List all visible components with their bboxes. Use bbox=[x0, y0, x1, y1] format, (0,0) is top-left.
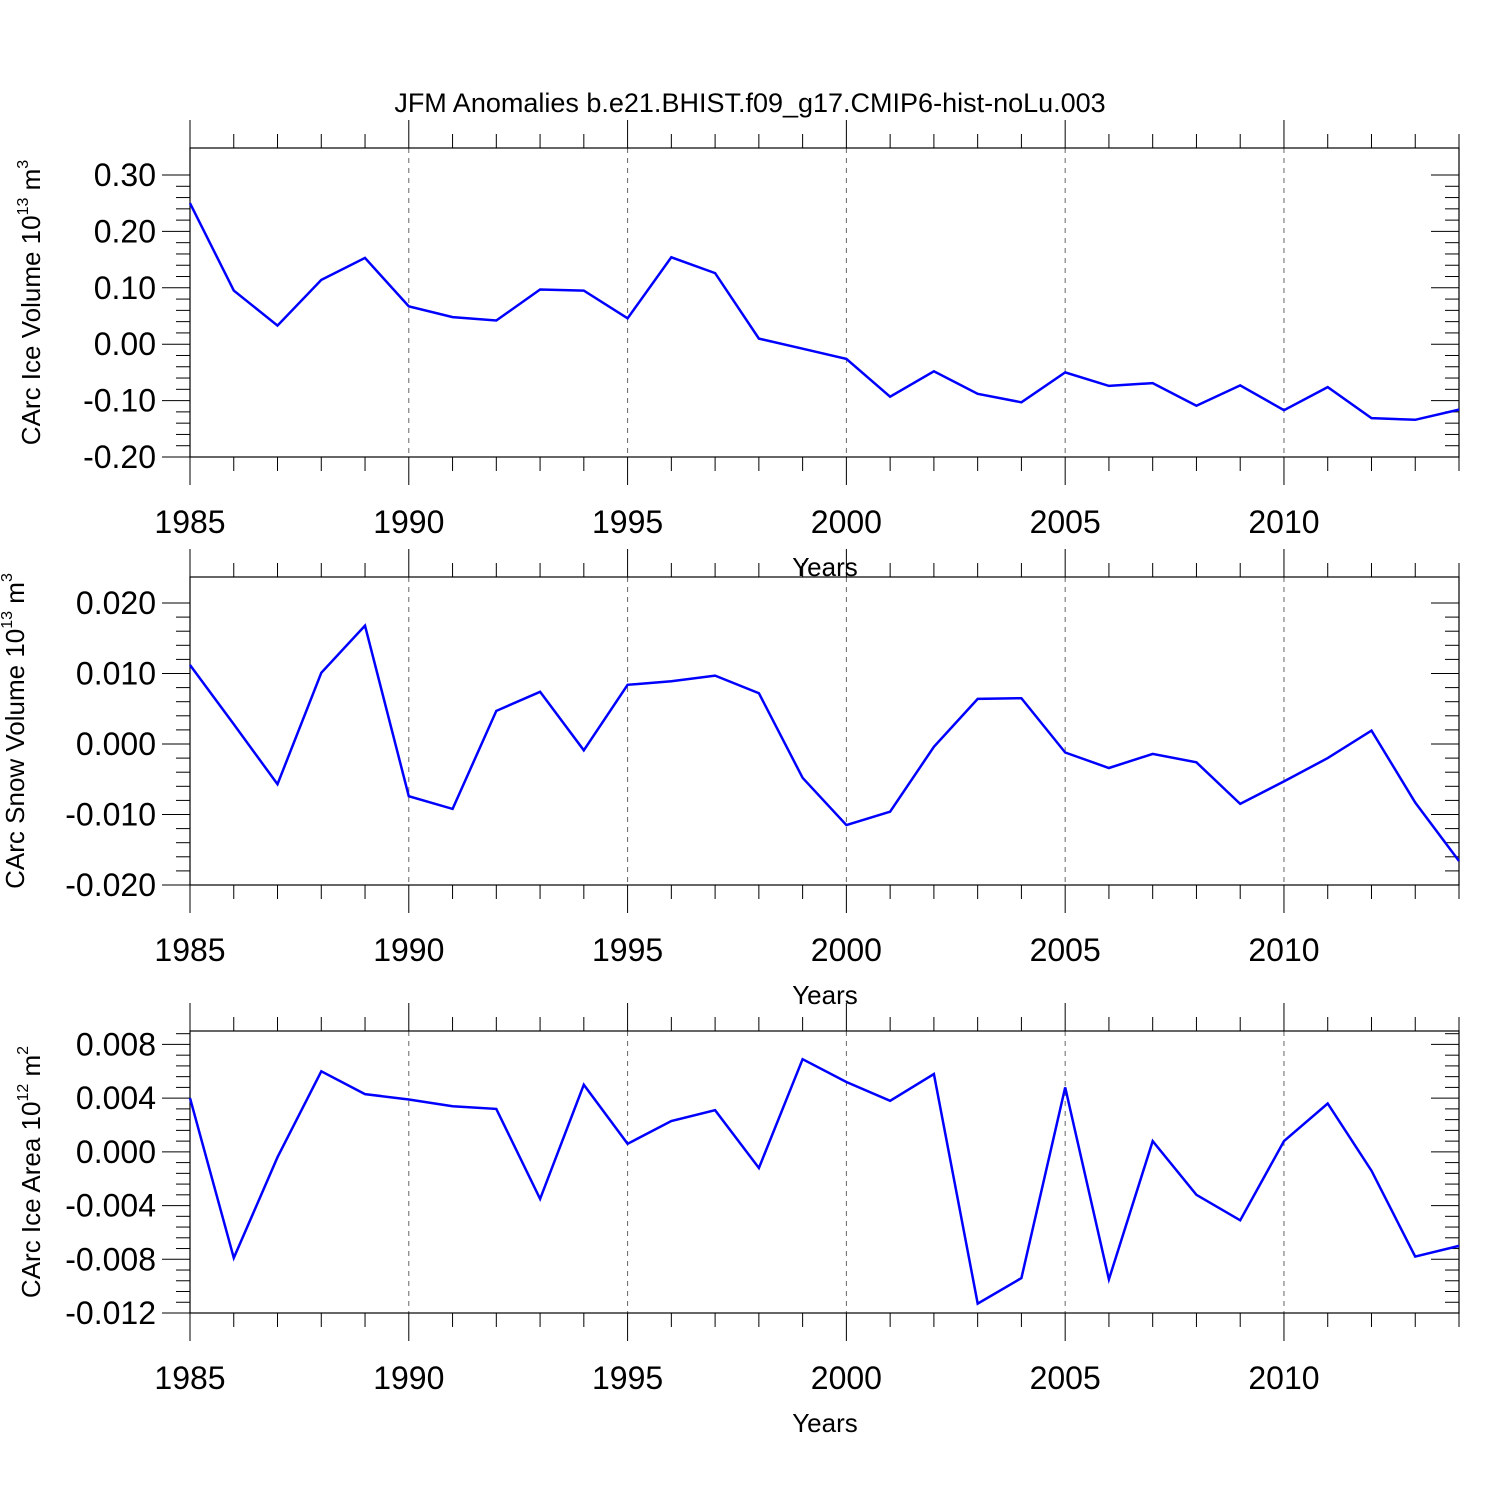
xtick-label: 2005 bbox=[1030, 932, 1101, 968]
x-axis-label: Years bbox=[792, 1408, 858, 1438]
ytick-label: 0.004 bbox=[76, 1080, 156, 1116]
ytick-label: -0.010 bbox=[65, 797, 156, 833]
ytick-label: -0.20 bbox=[83, 439, 156, 475]
ytick-label: 0.020 bbox=[76, 585, 156, 621]
xtick-label: 1985 bbox=[154, 932, 225, 968]
chart-title: JFM Anomalies b.e21.BHIST.f09_g17.CMIP6-… bbox=[394, 88, 1105, 118]
xtick-label: 2000 bbox=[811, 1360, 882, 1396]
xtick-label: 2010 bbox=[1248, 1360, 1319, 1396]
ytick-label: 0.20 bbox=[94, 213, 156, 249]
xtick-label: 1995 bbox=[592, 504, 663, 540]
ytick-label: 0.010 bbox=[76, 656, 156, 692]
ytick-label: -0.10 bbox=[83, 383, 156, 419]
xtick-label: 1990 bbox=[373, 1360, 444, 1396]
series-line bbox=[188, 623, 1461, 862]
panel-1: -0.20 -0.10 0.00 0.10 0.20 0.30 1985 1990 1995 20… bbox=[15, 120, 1460, 582]
y-axis-label: CArc Snow Volume 1013 m3 bbox=[0, 573, 30, 889]
panel-2: -0.020 -0.010 0.000 0.010 0.020 1985 1990 1995 2… bbox=[0, 549, 1461, 1010]
ytick-label: -0.004 bbox=[65, 1188, 156, 1224]
y-axis-label: CArc Ice Area 1012 m2 bbox=[15, 1046, 46, 1298]
series-line bbox=[188, 202, 1460, 422]
plot-frame bbox=[189, 147, 1460, 458]
xtick-label: 2000 bbox=[811, 932, 882, 968]
xtick-label: 2005 bbox=[1030, 504, 1101, 540]
xtick-label: 1985 bbox=[154, 1360, 225, 1396]
series-line bbox=[188, 1057, 1460, 1306]
xtick-label: 1990 bbox=[373, 932, 444, 968]
xtick-label: 1985 bbox=[154, 504, 225, 540]
ytick-label: 0.000 bbox=[76, 1134, 156, 1170]
ytick-label: -0.012 bbox=[65, 1295, 156, 1331]
xtick-label: 1995 bbox=[592, 1360, 663, 1396]
ytick-label: 0.30 bbox=[94, 157, 156, 193]
xtick-label: 2005 bbox=[1030, 1360, 1101, 1396]
ytick-label: 0.10 bbox=[94, 270, 156, 306]
panel-3: -0.012 -0.008 -0.004 0.000 0.004 0.008 1985 199… bbox=[15, 1003, 1460, 1438]
ytick-label: -0.020 bbox=[65, 867, 156, 903]
ytick-label: 0.00 bbox=[94, 326, 156, 362]
x-axis-label: Years bbox=[792, 980, 858, 1010]
plot-frame bbox=[189, 576, 1460, 886]
xtick-label: 1995 bbox=[592, 932, 663, 968]
ytick-label: 0.008 bbox=[76, 1026, 156, 1062]
xtick-label: 2000 bbox=[811, 504, 882, 540]
xtick-label: 2010 bbox=[1248, 504, 1319, 540]
plot-frame bbox=[189, 1030, 1460, 1314]
y-axis-label: CArc Ice Volume 1013 m3 bbox=[15, 160, 46, 445]
ytick-label: 0.000 bbox=[76, 726, 156, 762]
xtick-label: 1990 bbox=[373, 504, 444, 540]
xtick-label: 2010 bbox=[1248, 932, 1319, 968]
ytick-label: -0.008 bbox=[65, 1241, 156, 1277]
